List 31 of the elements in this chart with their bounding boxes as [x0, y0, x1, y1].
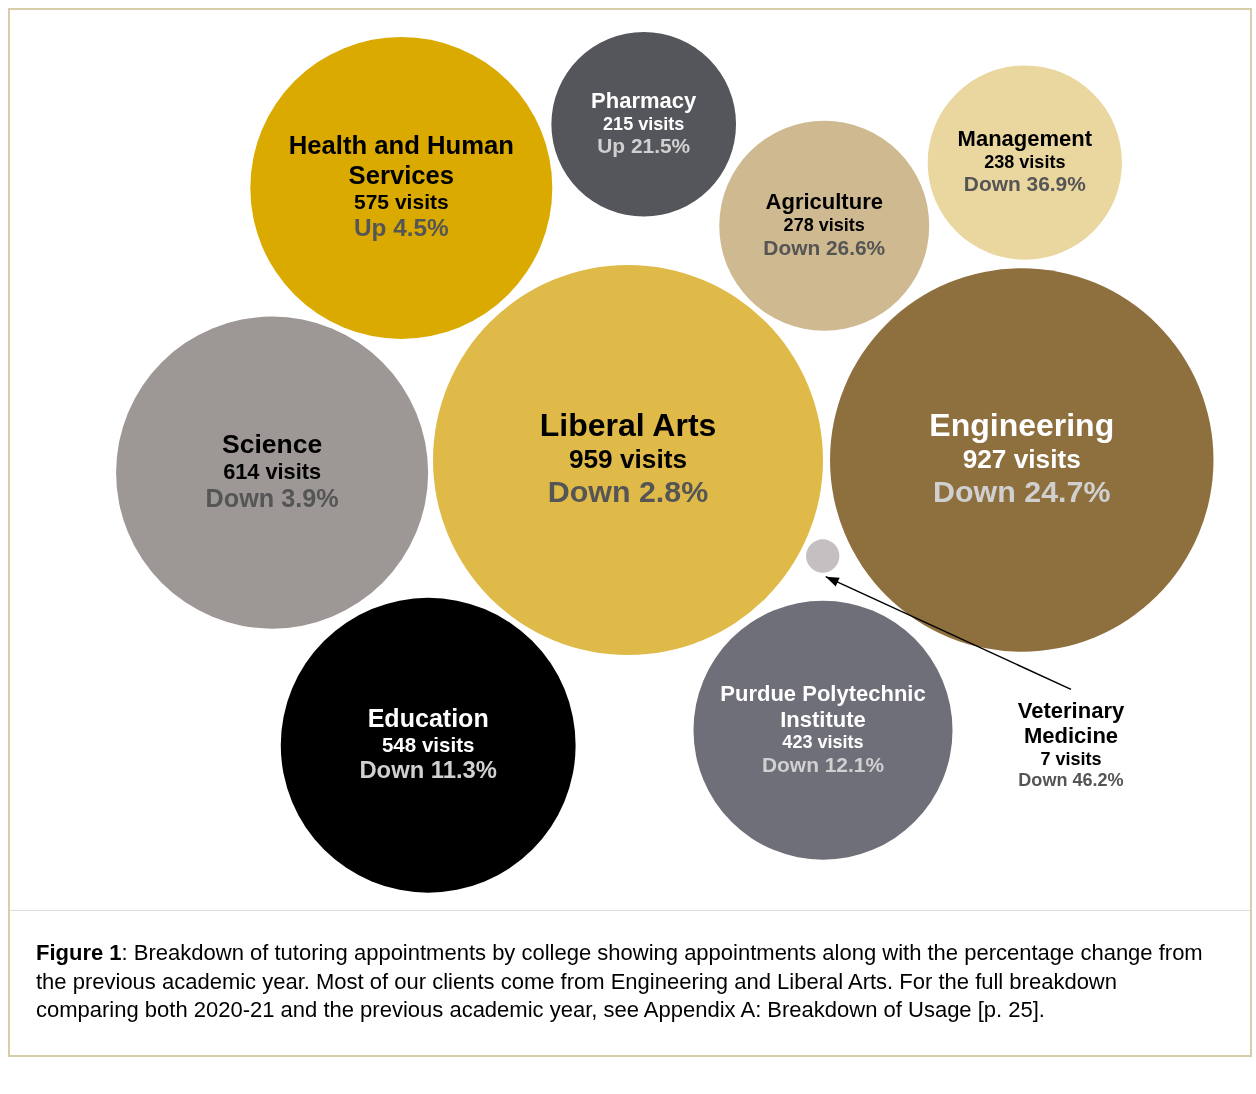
data-label: 548 visits	[381, 732, 475, 756]
data-label: 927 visits	[962, 444, 1081, 475]
data-label: 7 visits	[1040, 749, 1102, 770]
category-label: Health and Human Services	[288, 131, 514, 189]
category-label: Engineering	[929, 407, 1115, 444]
data-label: 614 visits	[223, 459, 322, 485]
caption: Figure 1: Breakdown of tutoring appointments by college showing appointments along with the percentage change from the previous academic year. Most of our clients come from Engineering and Liberal Arts. For the full breakdown comparing both 2020-21 and the previous academic year, see Appendix A: Breakdown of Usage [p. 25].	[36, 939, 1204, 1025]
data-label: 278 visits	[783, 215, 865, 236]
text: Down 3.9%	[205, 484, 339, 513]
text: Down 36.9%	[963, 172, 1086, 196]
category-label: Science	[221, 428, 323, 459]
data-label: 238 visits	[984, 152, 1066, 173]
text: Down 24.7%	[933, 473, 1111, 508]
category-label: Management	[957, 126, 1093, 152]
data-label: 959 visits	[568, 444, 688, 475]
data-label: 423 visits	[782, 732, 864, 753]
category-label: Purdue Polytechnic Institute	[720, 681, 926, 732]
text: Down 26.6%	[763, 235, 886, 259]
category-label: Veterinary Medicine	[1017, 698, 1125, 749]
data-label: 215 visits	[603, 113, 685, 134]
text: Down 11.3%	[359, 756, 497, 784]
category-label: Pharmacy	[591, 87, 698, 113]
data-label: 575 visits	[353, 190, 449, 214]
category-label: Liberal Arts	[539, 407, 717, 444]
text: Up 4.5%	[353, 214, 449, 242]
text: Up 21.5%	[597, 134, 691, 158]
text: Down 2.8%	[547, 473, 709, 508]
category-label: Education	[367, 703, 489, 732]
category-label: Agriculture	[765, 189, 883, 215]
text: Down 46.2%	[1018, 770, 1124, 791]
text: Down 12.1%	[762, 752, 884, 776]
